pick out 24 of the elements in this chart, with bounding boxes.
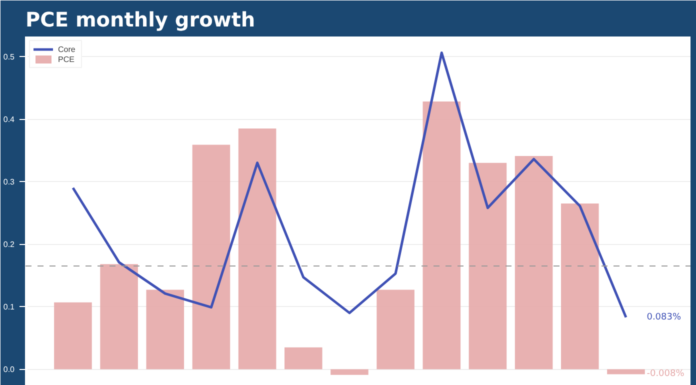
y-tick-label: 0.2 xyxy=(3,240,16,250)
bar xyxy=(192,144,230,370)
bar xyxy=(100,264,138,370)
bar xyxy=(284,347,322,370)
bar xyxy=(514,156,553,370)
y-tick-label: 0.5 xyxy=(3,52,16,62)
bar xyxy=(54,302,92,370)
legend-label: Core xyxy=(58,44,76,54)
y-tick-label: 0.1 xyxy=(3,302,16,312)
y-tick-label: 0.3 xyxy=(3,178,16,187)
legend-label: PCE xyxy=(58,54,76,64)
annotation: -0.008% xyxy=(646,369,685,380)
chart-title: PCE monthly growth xyxy=(26,8,256,32)
annotation: 0.083% xyxy=(646,312,682,322)
bar xyxy=(468,162,507,370)
bar xyxy=(376,290,414,370)
bar xyxy=(422,102,461,370)
bar xyxy=(330,369,368,375)
bar xyxy=(607,369,645,374)
bar xyxy=(146,290,184,370)
bar xyxy=(561,203,599,370)
bar xyxy=(238,128,276,370)
y-tick-label: 0.4 xyxy=(3,115,16,124)
y-tick-label: 0.0 xyxy=(3,365,16,374)
